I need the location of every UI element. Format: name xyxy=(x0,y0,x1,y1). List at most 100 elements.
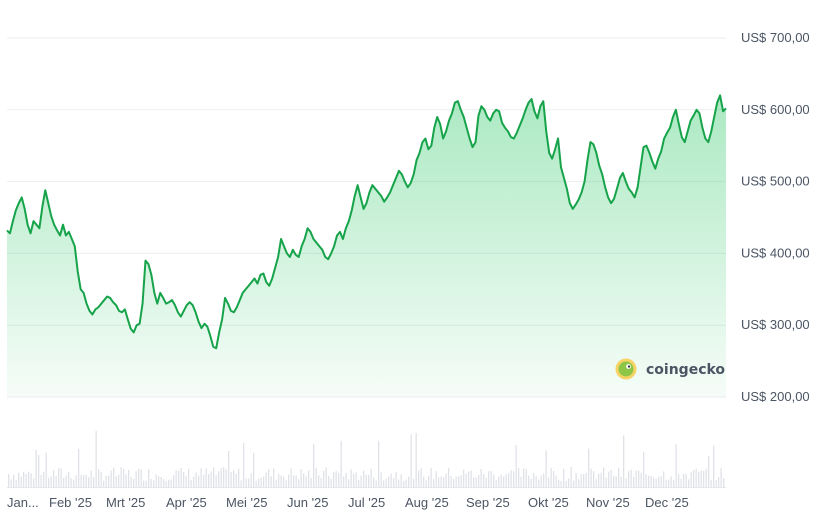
x-tick-label: Aug '25 xyxy=(405,495,449,510)
volume-bar xyxy=(478,475,480,487)
volume-bar xyxy=(153,480,155,487)
volume-bar xyxy=(293,475,295,487)
volume-bar xyxy=(33,478,35,487)
volume-bar xyxy=(470,470,472,487)
volume-bar xyxy=(25,474,27,487)
volume-bar xyxy=(35,449,37,487)
volume-bar xyxy=(565,480,567,487)
volume-bar xyxy=(15,479,17,487)
volume-bar xyxy=(428,475,430,487)
volume-bar xyxy=(115,476,117,487)
volume-bar xyxy=(490,470,492,487)
volume-bar xyxy=(260,477,262,487)
volume-bar xyxy=(553,470,555,487)
volume-bar xyxy=(693,470,695,487)
volume-bars xyxy=(7,430,726,488)
volume-bar xyxy=(723,478,725,487)
volume-bar xyxy=(318,475,320,487)
volume-bar xyxy=(685,474,687,487)
volume-bar xyxy=(103,480,105,487)
volume-bar xyxy=(65,475,67,487)
volume-bar xyxy=(503,476,505,487)
volume-bar xyxy=(410,434,412,487)
volume-bar xyxy=(53,470,55,487)
volume-bar xyxy=(715,480,717,487)
volume-bar xyxy=(370,468,372,487)
volume-bar xyxy=(433,479,435,487)
volume-bar xyxy=(250,473,252,487)
y-tick-label: US$ 400,00 xyxy=(741,245,810,260)
volume-bar xyxy=(605,477,607,487)
volume-bar xyxy=(300,469,302,487)
volume-bar xyxy=(610,469,612,487)
volume-bar xyxy=(220,468,222,487)
volume-bar xyxy=(455,476,457,487)
volume-bar xyxy=(255,480,257,487)
volume-bar xyxy=(63,477,65,487)
volume-bar xyxy=(148,469,150,487)
volume-bar xyxy=(145,480,147,487)
volume-bar xyxy=(713,445,715,487)
volume-bar xyxy=(315,467,317,487)
volume-bar xyxy=(698,471,700,487)
volume-bar xyxy=(718,477,720,487)
volume-bar xyxy=(43,471,45,487)
volume-bar xyxy=(373,477,375,487)
volume-bar xyxy=(375,480,377,487)
volume-bar xyxy=(600,472,602,487)
volume-bar xyxy=(348,479,350,487)
volume-bar xyxy=(538,479,540,487)
watermark-text: coingecko xyxy=(646,362,725,378)
volume-bar xyxy=(678,474,680,487)
volume-bar xyxy=(403,480,405,487)
volume-bar xyxy=(340,440,342,487)
volume-bar xyxy=(175,470,177,487)
volume-bar xyxy=(675,444,677,487)
volume-bar xyxy=(140,469,142,487)
volume-bar xyxy=(653,477,655,487)
volume-bar xyxy=(670,476,672,487)
volume-bar xyxy=(400,474,402,487)
volume-bar xyxy=(710,479,712,487)
volume-bar xyxy=(353,473,355,487)
volume-bar xyxy=(508,473,510,487)
volume-bar xyxy=(448,467,450,487)
volume-bar xyxy=(383,480,385,487)
volume-bar xyxy=(545,450,547,487)
volume-bar xyxy=(28,471,30,487)
volume-bar xyxy=(680,479,682,487)
x-tick-label: Feb '25 xyxy=(49,495,92,510)
volume-bar xyxy=(408,476,410,487)
volume-bar xyxy=(630,469,632,487)
volume-bar xyxy=(475,477,477,487)
volume-bar xyxy=(548,477,550,487)
volume-bar xyxy=(258,478,260,487)
volume-bar xyxy=(40,475,42,487)
volume-bar xyxy=(213,467,215,487)
volume-bar xyxy=(215,475,217,487)
volume-bar xyxy=(453,479,455,487)
volume-bar xyxy=(688,479,690,487)
volume-bar xyxy=(720,468,722,487)
volume-bar xyxy=(333,472,335,487)
volume-bar xyxy=(620,476,622,487)
volume-bar xyxy=(178,470,180,487)
volume-bar xyxy=(188,468,190,487)
volume-bar xyxy=(663,471,665,487)
volume-bar xyxy=(473,477,475,487)
volume-bar xyxy=(113,467,115,487)
volume-bar xyxy=(570,467,572,487)
volume-bar xyxy=(458,476,460,487)
volume-bar xyxy=(285,480,287,487)
volume-bar xyxy=(418,470,420,487)
volume-bar xyxy=(288,474,290,487)
x-tick-label: Jul '25 xyxy=(348,495,385,510)
volume-bar xyxy=(568,478,570,487)
y-tick-label: US$ 600,00 xyxy=(741,102,810,117)
volume-bar xyxy=(165,481,167,487)
volume-bar xyxy=(513,471,515,487)
volume-bar xyxy=(323,470,325,487)
volume-bar xyxy=(128,469,130,487)
volume-bar xyxy=(60,468,62,487)
volume-bar xyxy=(270,476,272,487)
